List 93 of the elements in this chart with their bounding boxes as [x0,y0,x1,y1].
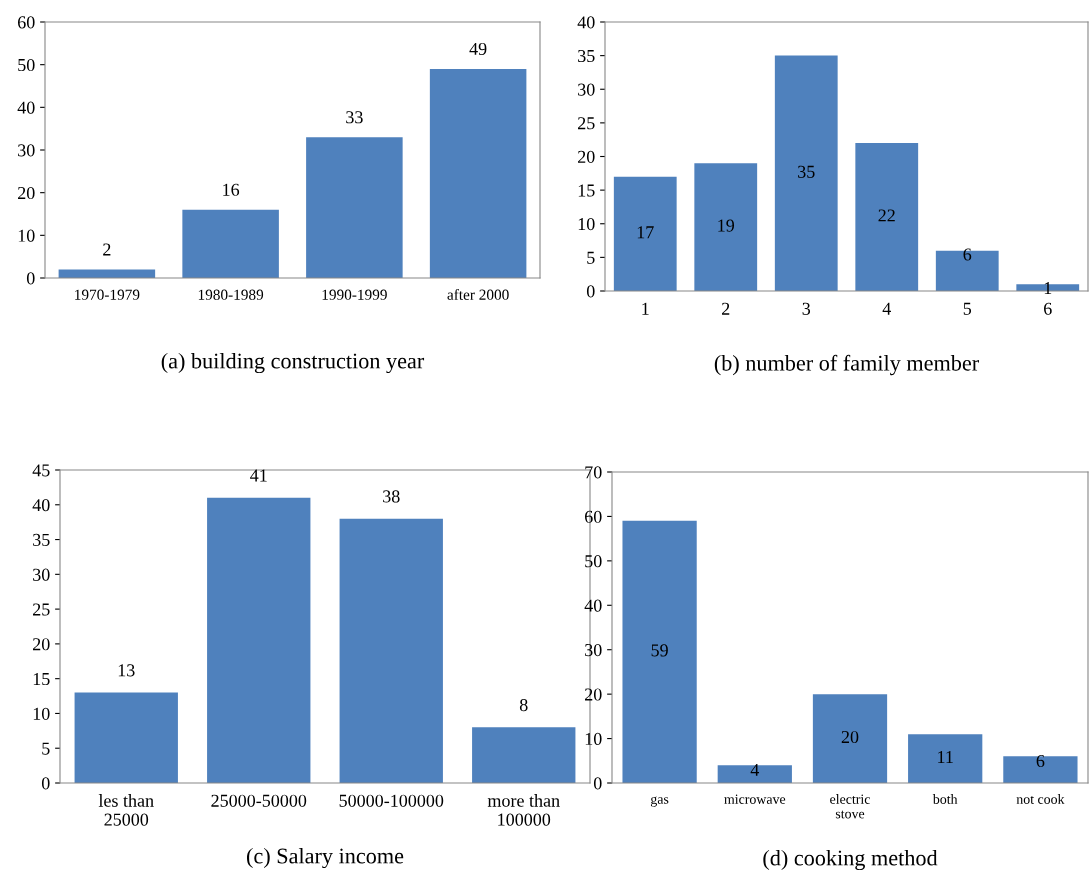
x-tick-label: both [932,794,958,804]
y-tick-label: 30 [585,643,602,657]
bar [182,209,279,278]
y-tick-label: 15 [33,673,50,686]
data-label: 6 [963,248,972,261]
y-tick-label: 10 [578,218,595,231]
bar [622,520,697,783]
text: (c) Salary income [247,847,404,869]
bar [908,734,983,783]
data-label: 2 [103,243,111,256]
x-tick-label: microwave [724,794,786,804]
x-tick-label: 1980-1989 [198,289,264,300]
bar [339,518,443,783]
bar [1003,756,1078,783]
y-tick-label: 15 [578,184,595,197]
bar [472,727,576,783]
bar [306,137,403,278]
x-tick-label: 5 [963,302,972,315]
bar [74,692,178,783]
bar [613,176,677,291]
bar [694,163,758,291]
y-tick-label: 20 [585,688,602,701]
data-label: 11 [938,750,953,763]
text: (a) building construction year [161,352,425,374]
bar [774,55,838,291]
y-tick-label: 20 [578,150,595,163]
x-tick-label: 4 [882,302,891,315]
y-tick-label: 60 [585,510,602,523]
x-tick-label: electric stove [830,794,870,819]
bar [207,497,311,783]
y-tick-label: 0 [26,272,35,285]
x-tick-label: gas [650,796,669,807]
y-tick-label: 10 [18,229,35,242]
y-tick-label: 10 [33,707,50,720]
x-tick-label: more than 100000 [487,794,560,826]
x-tick-label: les than 25000 [98,794,154,826]
data-label: 33 [346,111,363,124]
data-label: 49 [469,42,487,56]
data-label: 19 [718,219,735,232]
y-tick-label: 40 [17,101,35,114]
y-tick-label: 40 [584,599,602,612]
y-tick-label: 30 [18,144,35,157]
x-tick-label: 3 [802,302,811,315]
x-tick-label: 25000-50000 [211,794,307,807]
data-label: 35 [798,165,815,178]
data-label: 13 [118,664,135,677]
data-label: 20 [841,730,859,744]
text: (d) cooking method [763,849,938,871]
y-tick-label: 0 [593,777,602,790]
x-tick-label: 50000-100000 [339,794,444,807]
y-tick-label: 70 [585,466,602,479]
data-label: 6 [1036,754,1045,768]
data-label: 41 [250,469,267,482]
bar [812,694,888,783]
y-tick-label: 50 [18,58,35,72]
text: (b) number of family member [714,354,979,376]
y-tick-label: 0 [586,285,595,298]
y-tick-label: 5 [42,742,50,755]
y-tick-label: 45 [32,464,50,477]
data-label: 17 [637,226,654,239]
y-tick-label: 20 [18,186,35,200]
y-tick-label: 40 [577,16,595,29]
y-tick-label: 25 [578,117,595,130]
data-label: 16 [223,183,240,196]
y-tick-label: 35 [33,533,50,546]
x-tick-label: after 2000 [447,288,509,300]
y-tick-label: 0 [41,777,50,790]
y-tick-label: 40 [32,499,50,512]
bar [935,250,999,291]
x-tick-label: 1 [642,302,649,315]
y-tick-label: 50 [585,555,602,568]
data-label: 8 [519,698,528,712]
bar [429,68,527,278]
x-tick-label: 6 [1044,302,1052,315]
y-tick-label: 35 [578,49,595,63]
y-tick-label: 10 [585,732,602,746]
y-tick-label: 30 [33,568,50,581]
bar [717,765,792,783]
y-tick-label: 25 [33,603,50,616]
data-label: 38 [383,490,400,503]
x-tick-label: 1990-1999 [322,289,387,300]
data-label: 59 [651,644,668,657]
data-label: 4 [750,763,760,776]
y-tick-label: 60 [18,16,35,29]
y-tick-label: 5 [587,251,595,264]
data-label: 22 [878,209,895,222]
y-tick-label: 30 [578,83,595,96]
y-tick-label: 20 [33,638,50,651]
bar [58,269,156,278]
x-tick-label: 2 [722,302,730,315]
bar [855,143,919,291]
x-tick-label: 1970-1979 [75,289,140,300]
x-tick-label: not cook [1016,794,1065,804]
